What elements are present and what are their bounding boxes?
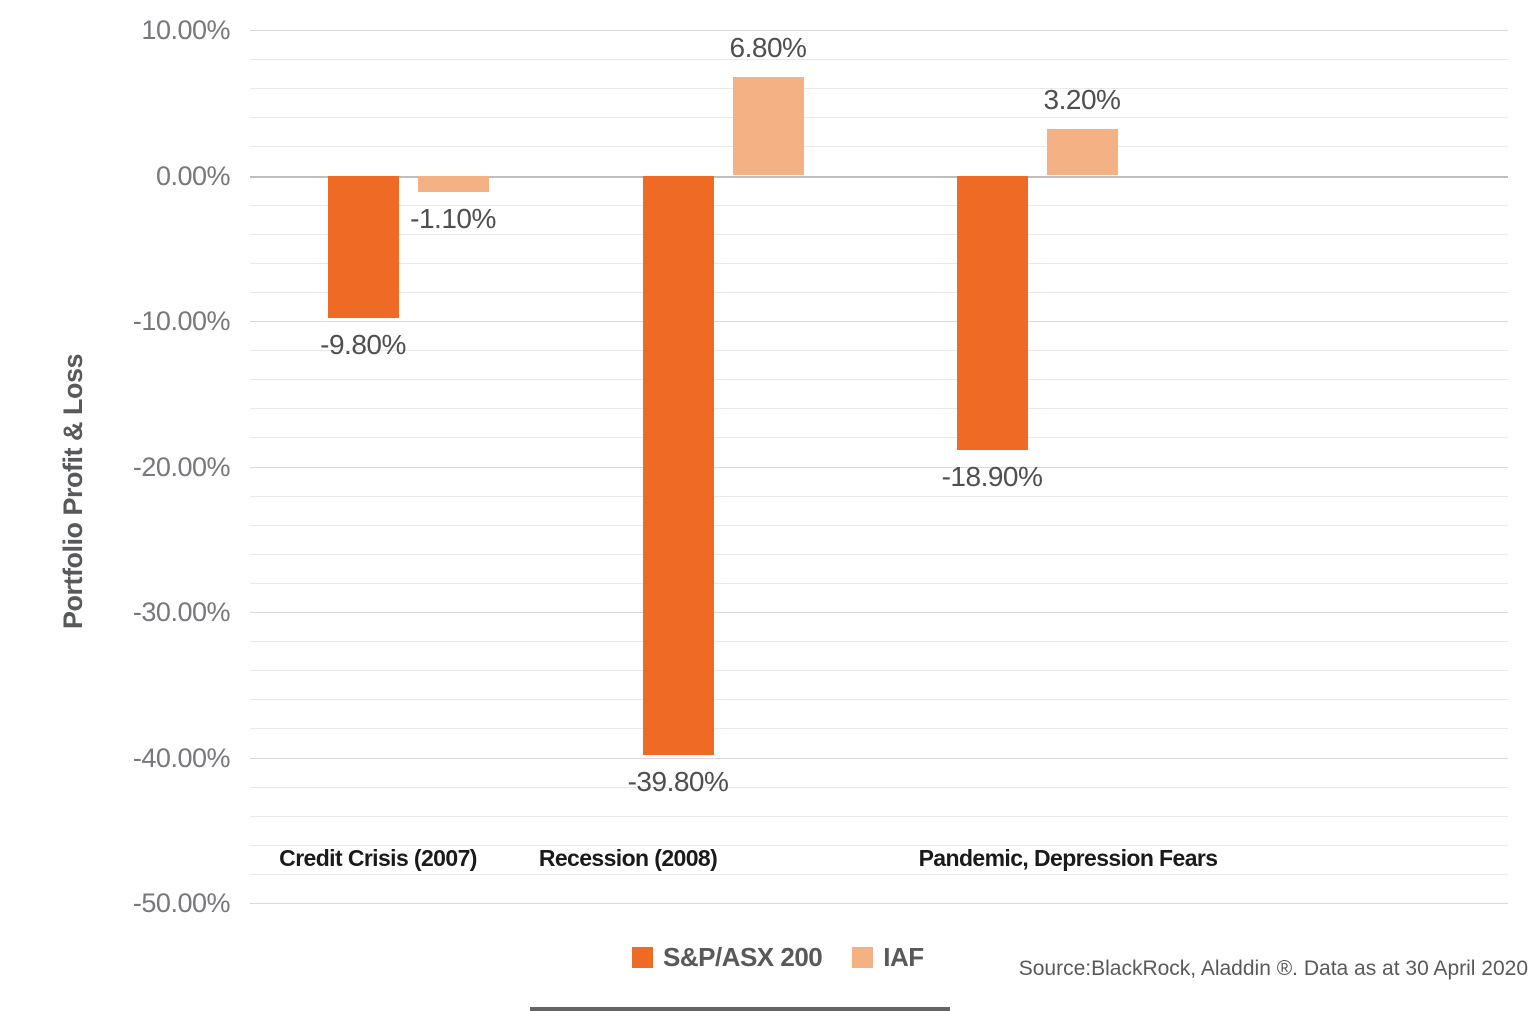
legend-swatch-iaf <box>852 947 874 968</box>
gridline <box>250 524 1508 526</box>
gridline <box>250 903 1508 904</box>
gridline <box>250 670 1508 672</box>
bar-iaf-cat3 <box>1046 128 1118 176</box>
gridline <box>250 379 1508 381</box>
gridline <box>250 233 1508 235</box>
gridline <box>250 408 1508 410</box>
bar-iaf-cat1 <box>417 175 489 192</box>
gridline <box>250 699 1508 701</box>
zero-gridline <box>250 175 1508 178</box>
bar-s-p-asx-200-cat2 <box>642 175 714 755</box>
gridline <box>250 262 1508 264</box>
gridline <box>250 437 1508 439</box>
bar-s-p-asx-200-cat1 <box>327 175 399 319</box>
legend-label-sp-asx-200: S&P/ASX 200 <box>663 942 823 972</box>
bar-iaf-cat2 <box>732 76 804 176</box>
data-label: 3.20% <box>1043 83 1121 115</box>
gridline <box>250 117 1508 119</box>
gridline <box>250 88 1508 90</box>
gridline <box>250 728 1508 730</box>
y-tick-label: -10.00% <box>132 306 231 336</box>
gridline <box>250 786 1508 788</box>
gridline <box>250 321 1508 322</box>
legend-swatch-sp-asx-200 <box>632 947 653 968</box>
legend-item-iaf: IAF <box>852 942 924 973</box>
y-tick-label: -20.00% <box>132 451 231 482</box>
gridline <box>250 844 1508 846</box>
gridline <box>250 757 1508 759</box>
gridline <box>250 553 1508 555</box>
gridline <box>250 466 1508 468</box>
data-label: -9.80% <box>320 329 406 361</box>
legend: S&P/ASX 200 IAF <box>632 942 924 973</box>
gridline <box>250 815 1508 817</box>
gridline <box>250 641 1508 643</box>
y-tick-label: -30.00% <box>132 597 231 627</box>
legend-label-iaf: IAF <box>883 942 924 972</box>
gridline <box>250 582 1508 584</box>
gridline <box>250 30 1508 31</box>
data-label: -1.10% <box>410 202 496 234</box>
source-note: Source:BlackRock, Aladdin ®. Data as at … <box>1018 957 1528 980</box>
gridline <box>250 612 1508 613</box>
category-label: Credit Crisis (2007) <box>279 845 477 871</box>
data-label: -39.80% <box>627 765 729 797</box>
gridline <box>250 146 1508 148</box>
y-tick-label: -50.00% <box>132 888 231 918</box>
bar-s-p-asx-200-cat3 <box>956 175 1028 451</box>
gridline <box>250 59 1508 61</box>
gridline <box>250 350 1508 352</box>
category-label: Recession (2008) <box>538 845 718 871</box>
category-label: Pandemic, Depression Fears <box>918 845 1218 871</box>
y-tick-label: -40.00% <box>132 742 231 773</box>
gridline <box>250 291 1508 293</box>
gridline <box>250 495 1508 497</box>
gridline <box>250 204 1508 206</box>
y-tick-label: 10.00% <box>141 15 230 45</box>
data-label: -18.90% <box>941 461 1043 493</box>
gridline <box>250 873 1508 875</box>
data-label: 6.80% <box>729 31 807 63</box>
legend-item-sp-asx-200: S&P/ASX 200 <box>632 942 823 973</box>
y-tick-label: 0.00% <box>155 160 231 191</box>
cropped-text-artifact <box>530 1007 950 1011</box>
